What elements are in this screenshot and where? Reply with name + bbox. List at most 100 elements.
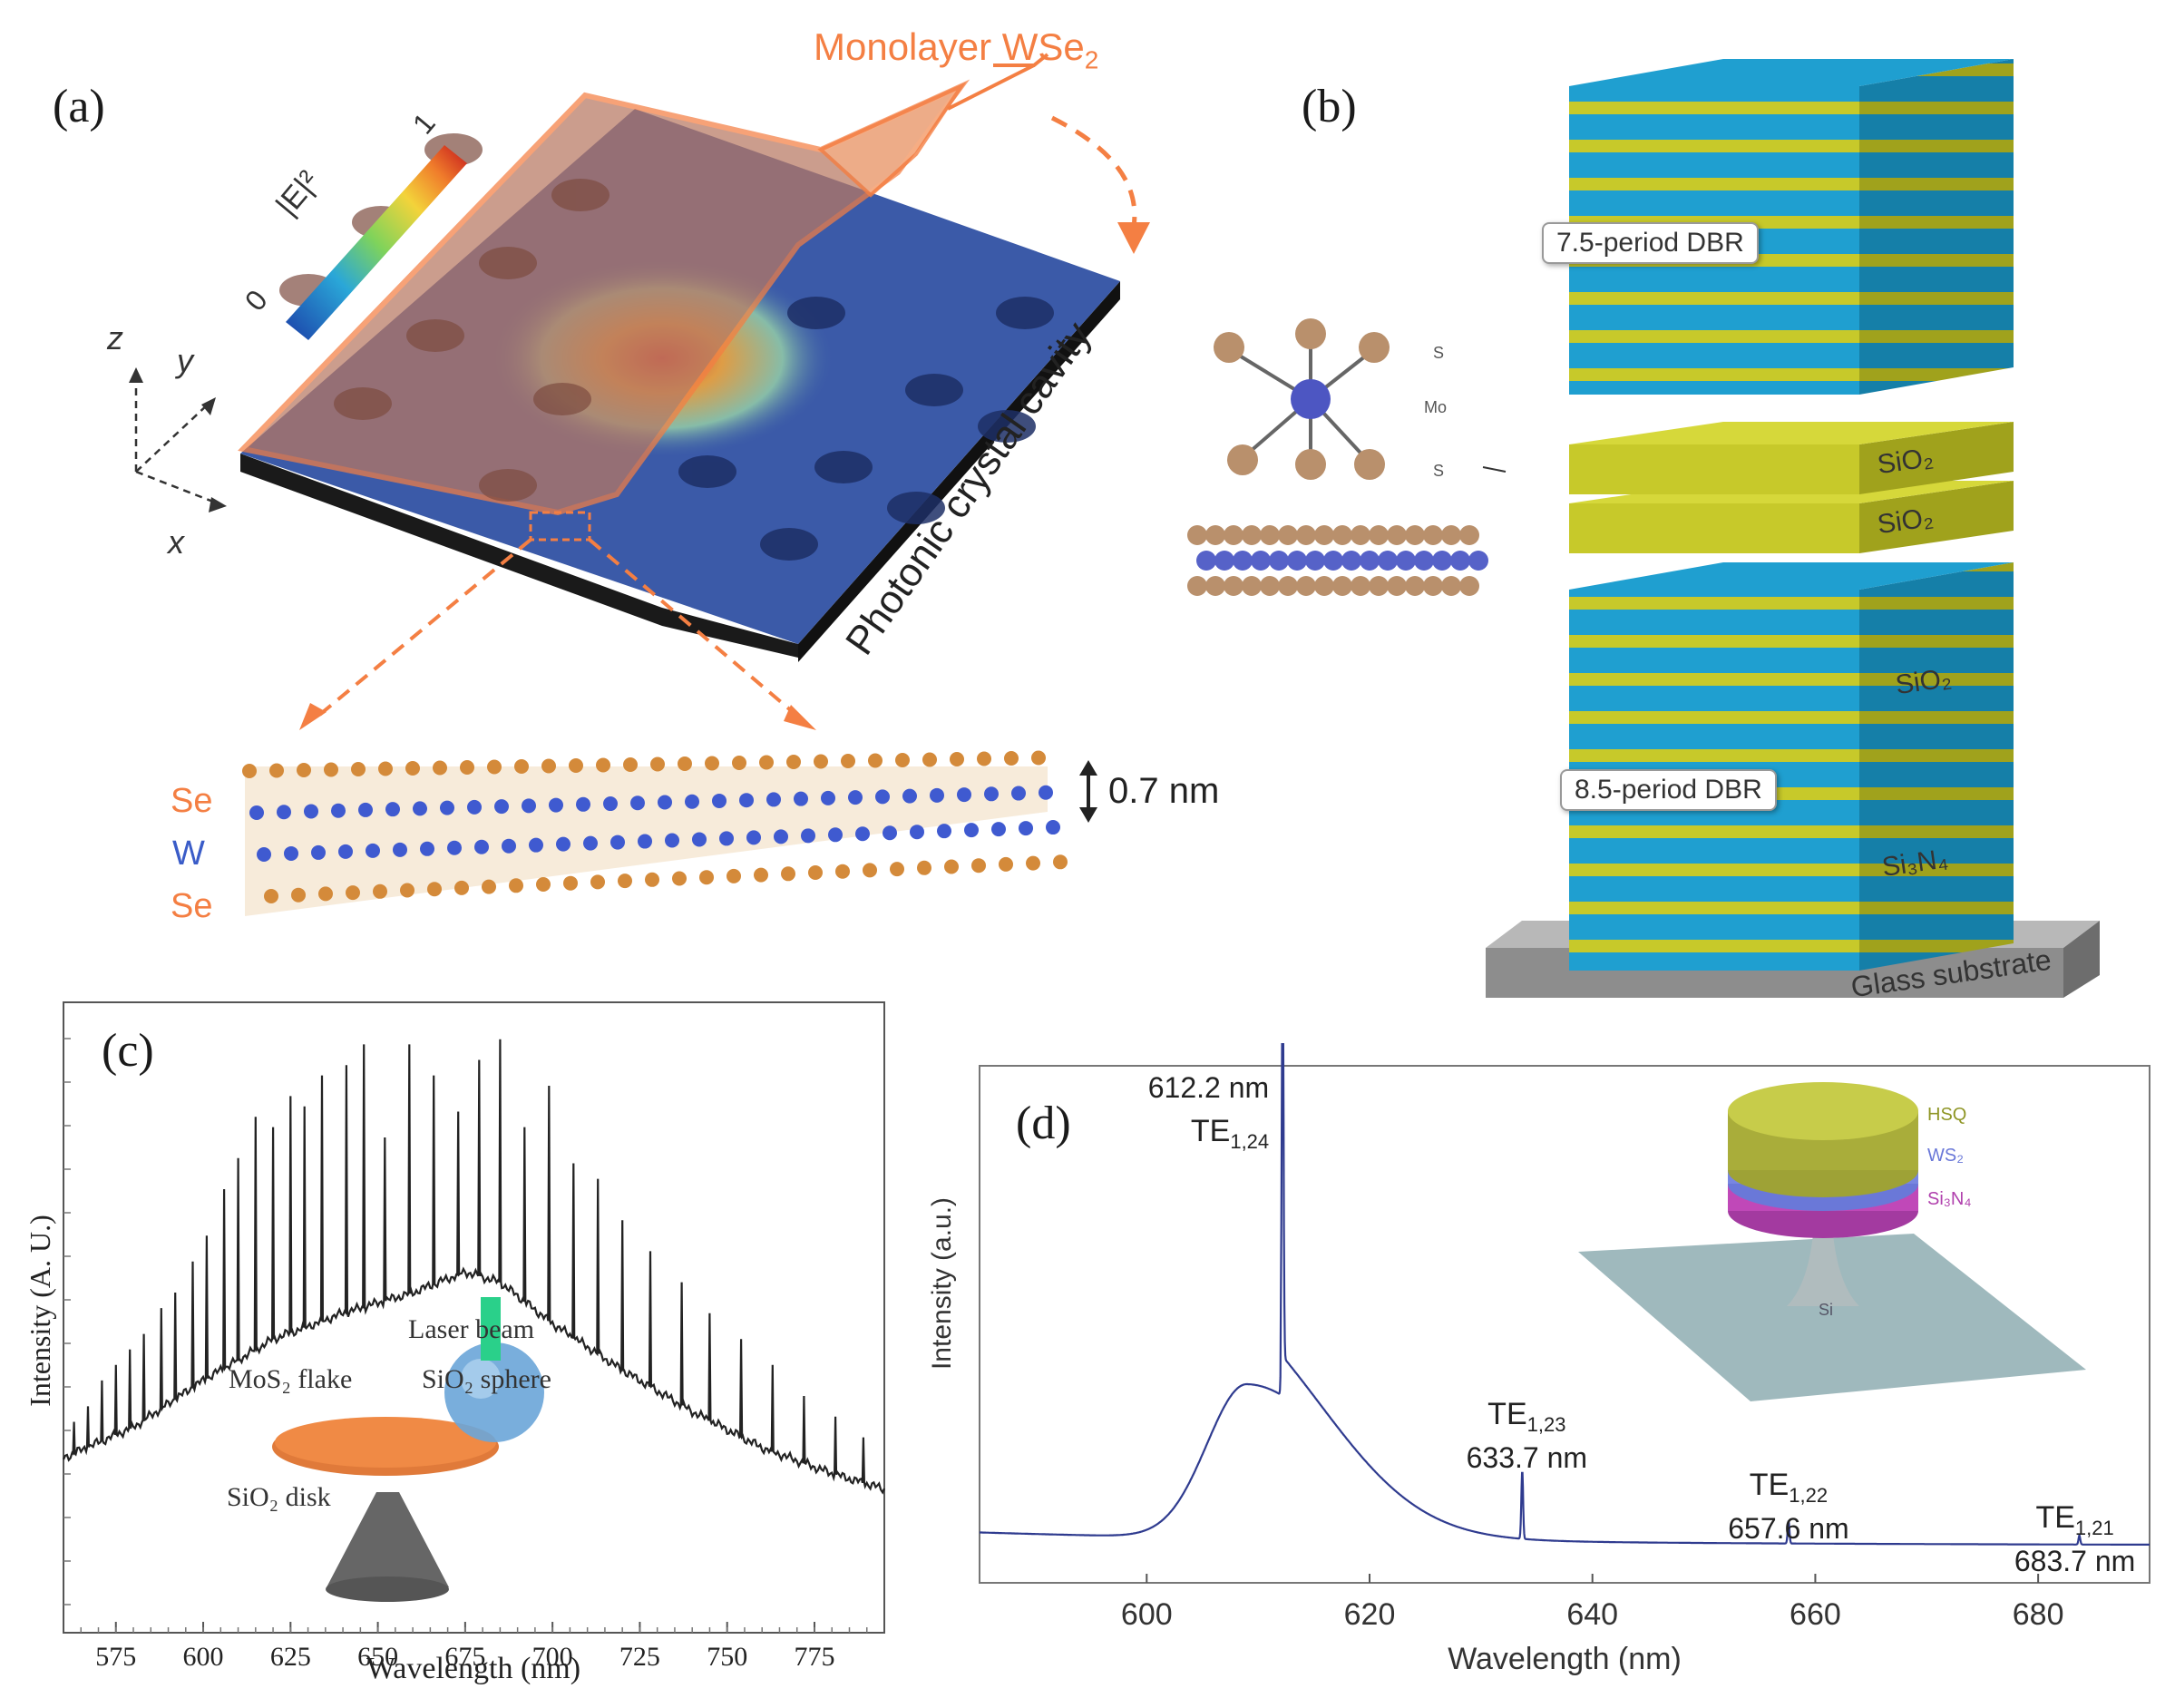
lattice-atom [971, 858, 986, 874]
chart-d-xtick-label: 680 [2013, 1597, 2064, 1632]
lattice-atom [692, 832, 707, 847]
mos2-layer-atom [1224, 576, 1243, 596]
laser-beam [481, 1297, 501, 1361]
dbr-bottom-tag: 8.5-period DBR [1560, 769, 1777, 811]
dbr-top-side [1859, 59, 2014, 395]
dbr-top-tag: 7.5-period DBR [1542, 222, 1759, 264]
chart-c-xtick-label: 600 [183, 1642, 224, 1672]
chart-c-xtick-label: 700 [532, 1642, 573, 1672]
mos2-layer-atom [1414, 551, 1434, 571]
peak-wavelength-label: 657.6 nm [1728, 1512, 1848, 1545]
dbr-bottom-top [1569, 562, 2014, 590]
monolayer-label-text: Monolayer WSe [814, 25, 1085, 68]
atom-mo: Mo [1424, 398, 1447, 416]
lattice-atom [977, 751, 991, 766]
chart-d-xtick-label: 600 [1121, 1597, 1173, 1632]
peak-wavelength-label: 683.7 nm [2014, 1545, 2135, 1577]
lattice-atom [868, 753, 883, 768]
lattice-atom [623, 757, 638, 772]
lattice-atom [590, 874, 605, 890]
mos2-layer-atom [1351, 525, 1370, 545]
lattice-atom [311, 844, 326, 860]
mos2-layer-atom [1187, 525, 1207, 545]
panel-a-label: (a) [53, 81, 105, 132]
colorbar-label: |E|² [269, 164, 326, 222]
lattice-atom [556, 836, 571, 852]
chart-c-xtick-label: 725 [619, 1642, 660, 1672]
pedestal [327, 1492, 449, 1587]
lattice-atom [1019, 821, 1033, 836]
air-holes [678, 297, 1054, 561]
lattice-atom [719, 831, 734, 846]
peak-mode-sub: 1,24 [1230, 1130, 1269, 1153]
slab-edge-left [240, 454, 798, 658]
lattice-atom [358, 802, 373, 817]
lattice-atom [269, 763, 284, 778]
lattice-atom [781, 866, 795, 882]
mos2-layer-atom [1260, 576, 1280, 596]
lattice-atom [291, 887, 306, 903]
atom-se-top: Se [171, 782, 213, 820]
inset-ws2: WS₂ [1927, 1146, 1964, 1166]
sio2-upper-front [1569, 444, 1859, 494]
lattice-atom [351, 762, 366, 776]
lattice-atom [378, 761, 393, 776]
atom-s-bottom: S [1433, 462, 1444, 480]
lattice-atom [385, 802, 400, 817]
chart-c-xtick-label: 575 [95, 1642, 136, 1672]
lattice-atom [902, 788, 917, 804]
colorbar-min: 0 [239, 284, 274, 317]
chart-d-frame [979, 1065, 2150, 1584]
lattice-atom [1031, 750, 1046, 766]
mos2-layer-atom [1387, 525, 1407, 545]
colorbar [286, 145, 467, 340]
mos2-layer-atom [1369, 525, 1389, 545]
lattice-atom [922, 752, 937, 767]
lattice-atom [576, 796, 590, 812]
lattice-atom [786, 755, 801, 769]
panel-b: (b) S M [1125, 0, 2165, 1043]
chart-d-xtick-label: 620 [1344, 1597, 1396, 1632]
lattice-atom [863, 863, 877, 878]
mos2-layer-atom [1296, 525, 1316, 545]
mos2-layer-atom [1468, 551, 1488, 571]
atom-se-bottom: Se [171, 887, 213, 925]
lattice-atom [828, 827, 843, 843]
chart-c-ylabel: Intensity (A. U.) [24, 1215, 56, 1407]
chart-d: 600 620 640 660 680 612.2 nm TE1,24 TE1,23 633.… [927, 1043, 2150, 1676]
lattice-atom [264, 889, 278, 903]
chart-c-xtick-label: 750 [707, 1642, 747, 1672]
lattice-atom [910, 825, 924, 840]
mos2-layer-atom [1432, 551, 1452, 571]
lattice-atom [835, 864, 850, 879]
lattice-atom [242, 764, 257, 778]
lattice-atom [569, 758, 583, 773]
mos2-layer-atom [1405, 525, 1425, 545]
lattice-atom [373, 883, 387, 899]
lattice-atom [964, 823, 979, 838]
panel-b-label: (b) [1302, 81, 1357, 132]
mos2-layer-atom [1378, 551, 1398, 571]
mos2-layer-atom [1423, 525, 1443, 545]
chart-c: 575 600 625 650 675 700 725 750 775 Wavelength (… [24, 1001, 886, 1685]
sio2-lower-front [1569, 503, 1859, 553]
mos2-layer-atom [1214, 551, 1234, 571]
lattice-atom [541, 758, 556, 774]
peak-wavelength-label: 633.7 nm [1467, 1441, 1587, 1474]
lattice-atom [944, 859, 959, 874]
lattice-atom [318, 886, 333, 902]
lattice-atom [1026, 855, 1040, 871]
mos2-layer-atom [1296, 576, 1316, 596]
lattice-atom [699, 870, 714, 885]
lattice-atom [427, 882, 442, 897]
lattice-atom [509, 878, 523, 893]
lattice-atom [563, 875, 578, 891]
slab-edge-right [798, 281, 1120, 662]
lattice-atom [727, 868, 741, 883]
lattice-atom [1011, 786, 1026, 801]
panel-a-illustration: |E|² 0 1 z y x Photonic crystal cavity [106, 53, 1219, 916]
peak-mode-label: TE1,21 [2035, 1500, 2113, 1539]
mos2-layer-atom [1251, 551, 1271, 571]
atom-s-top: S [1433, 344, 1444, 362]
lattice-atom [460, 760, 474, 775]
